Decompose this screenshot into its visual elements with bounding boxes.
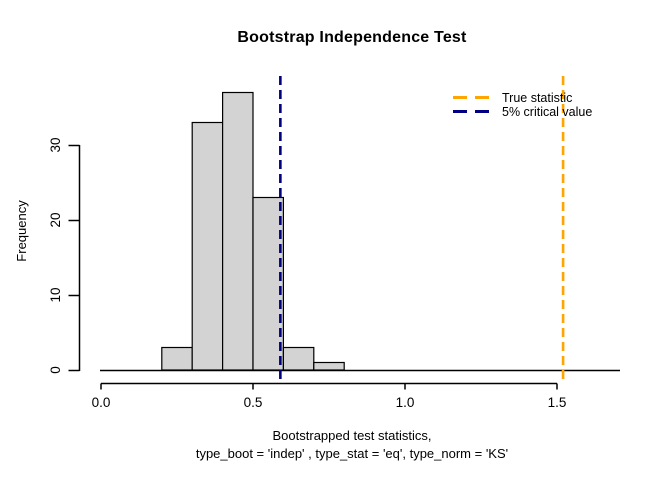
x-tick-label: 0.5 — [244, 395, 263, 410]
legend-label-critical-value: 5% critical value — [502, 104, 593, 119]
histogram-bar — [282, 346, 315, 371]
dashed-line-swatch-orange — [453, 96, 493, 99]
y-tick-label: 20 — [48, 212, 63, 227]
y-tick-label: 30 — [48, 137, 63, 152]
dashed-line-swatch-navy — [453, 110, 493, 113]
histogram-bar — [313, 361, 345, 371]
x-tick-label: 1.5 — [548, 395, 567, 410]
histogram-bar — [252, 196, 284, 371]
legend-label-true-statistic: True statistic — [502, 90, 573, 105]
x-axis-label-line2: type_boot = 'indep' , type_stat = 'eq', … — [195, 446, 509, 461]
chart-title: Bootstrap Independence Test — [237, 29, 467, 46]
x-tick-label: 0.0 — [92, 395, 111, 410]
x-tick-label: 1.0 — [396, 395, 415, 410]
legend-item-critical-value: 5% critical value — [453, 104, 593, 119]
histogram-bar — [191, 121, 224, 371]
y-axis-title: Frequency — [14, 200, 29, 262]
histogram-bar — [161, 346, 193, 371]
legend: True statistic 5% critical value — [453, 90, 593, 119]
y-tick-label: 10 — [48, 287, 63, 302]
legend-item-true-statistic: True statistic — [453, 90, 592, 105]
histogram-bar — [222, 91, 254, 371]
x-axis-label-line1: Bootstrapped test statistics, — [272, 428, 432, 443]
y-tick-label: 0 — [48, 366, 63, 374]
